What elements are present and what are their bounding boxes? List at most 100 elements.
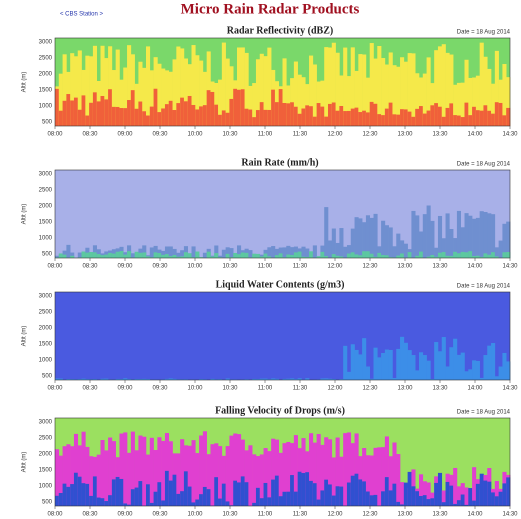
- heatmap-stripe: [312, 245, 317, 258]
- heatmap-stripe: [483, 253, 488, 258]
- heatmap-stripe: [506, 77, 511, 126]
- heatmap-stripe: [377, 357, 382, 380]
- heatmap-stripe: [309, 433, 314, 506]
- heatmap-stripe: [255, 456, 261, 506]
- heatmap-stripe: [491, 492, 496, 506]
- heatmap-stripe: [350, 228, 355, 258]
- heatmap-stripe: [180, 97, 185, 126]
- heatmap-stripe: [430, 220, 435, 258]
- page-title: Micro Rain Radar Products: [181, 1, 360, 17]
- heatmap-stripe: [225, 446, 230, 506]
- heatmap-stripe: [445, 107, 450, 126]
- heatmap-stripe: [229, 248, 234, 258]
- station-label: < CBS Station >: [60, 12, 104, 18]
- heatmap-stripe: [358, 255, 363, 258]
- heatmap-stripe: [460, 82, 465, 126]
- heatmap-stripe: [142, 67, 147, 126]
- heatmap-stripe: [441, 502, 446, 506]
- y-tick-label: 500: [42, 252, 53, 258]
- heatmap-stripe: [191, 104, 196, 126]
- heatmap-stripe: [331, 102, 336, 126]
- y-tick-label: 1000: [39, 358, 53, 364]
- heatmap-stripe: [381, 447, 386, 506]
- x-tick-label: 12:30: [362, 132, 378, 138]
- heatmap-stripe: [377, 246, 382, 258]
- heatmap-stripe: [309, 251, 314, 258]
- heatmap-stripe: [449, 54, 454, 126]
- heatmap-stripe: [127, 452, 132, 506]
- heatmap-stripe: [81, 378, 86, 380]
- heatmap-stripe: [73, 433, 79, 506]
- heatmap-stripe: [248, 109, 253, 126]
- heatmap-stripe: [180, 48, 185, 126]
- heatmap-stripe: [415, 255, 420, 258]
- heatmap-stripe: [449, 103, 454, 126]
- x-tick-label: 11:30: [293, 132, 308, 138]
- heatmap-stripe: [267, 256, 272, 258]
- heatmap-stripe: [316, 256, 321, 258]
- heatmap-stripe: [142, 378, 147, 380]
- heatmap-stripe: [176, 379, 181, 380]
- heatmap-stripe: [369, 378, 374, 380]
- heatmap-stripe: [388, 257, 393, 258]
- heatmap-stripe: [176, 256, 181, 258]
- heatmap-stripe: [346, 253, 352, 258]
- x-tick-label: 12:00: [327, 264, 343, 270]
- heatmap-stripe: [127, 251, 132, 258]
- heatmap-stripe: [483, 355, 488, 380]
- heatmap-stripe: [388, 227, 393, 258]
- heatmap-stripe: [491, 214, 496, 258]
- heatmap-stripe: [164, 433, 170, 506]
- heatmap-stripe: [202, 486, 207, 506]
- heatmap-stripe: [210, 444, 215, 506]
- heatmap-stripe: [369, 455, 374, 506]
- heatmap-stripe: [210, 91, 215, 126]
- x-tick-label: 13:30: [432, 512, 448, 518]
- heatmap-stripe: [331, 42, 336, 126]
- heatmap-stripe: [130, 489, 135, 506]
- heatmap-stripe: [328, 484, 333, 506]
- heatmap-stripe: [199, 379, 204, 380]
- heatmap-stripe: [92, 45, 98, 127]
- heatmap-stripe: [362, 338, 367, 380]
- heatmap-stripe: [108, 495, 113, 506]
- heatmap-stripe: [119, 379, 124, 380]
- heatmap-stripe: [77, 50, 82, 126]
- heatmap-stripe: [176, 493, 181, 506]
- heatmap-stripe: [479, 110, 484, 126]
- heatmap-stripe: [199, 435, 204, 506]
- heatmap-stripe: [286, 103, 291, 126]
- heatmap-stripe: [297, 251, 302, 258]
- heatmap-stripe: [157, 252, 162, 258]
- heatmap-stripe: [479, 473, 484, 506]
- heatmap-stripe: [468, 77, 473, 126]
- heatmap-stripe: [301, 77, 306, 126]
- heatmap-stripe: [350, 475, 355, 506]
- heatmap-stripe: [456, 500, 462, 506]
- heatmap-stripe: [441, 116, 446, 126]
- heatmap-stripe: [214, 379, 219, 380]
- heatmap-stripe: [437, 46, 443, 126]
- panel-title: Liquid Water Contents (g/m3): [216, 279, 345, 290]
- heatmap-stripe: [369, 43, 374, 126]
- heatmap-stripe: [400, 504, 405, 506]
- x-tick-label: 09:00: [117, 386, 133, 392]
- heatmap-stripe: [434, 256, 439, 258]
- heatmap-stripe: [259, 53, 264, 127]
- heatmap-stripe: [278, 452, 283, 506]
- heatmap-stripe: [491, 113, 496, 126]
- x-tick-label: 13:00: [397, 512, 413, 518]
- heatmap-stripe: [324, 207, 329, 258]
- heatmap-stripe: [411, 210, 416, 258]
- heatmap-stripe: [464, 102, 469, 126]
- heatmap-stripe: [164, 246, 170, 258]
- heatmap-stripe: [119, 251, 124, 258]
- heatmap-stripe: [506, 221, 511, 258]
- y-tick-label: 3000: [39, 420, 53, 426]
- heatmap-stripe: [354, 70, 359, 126]
- heatmap-stripe: [96, 454, 101, 506]
- x-tick-label: 10:00: [187, 264, 203, 270]
- heatmap-stripe: [453, 238, 458, 258]
- heatmap-stripe: [354, 254, 359, 258]
- heatmap-stripe: [445, 213, 450, 258]
